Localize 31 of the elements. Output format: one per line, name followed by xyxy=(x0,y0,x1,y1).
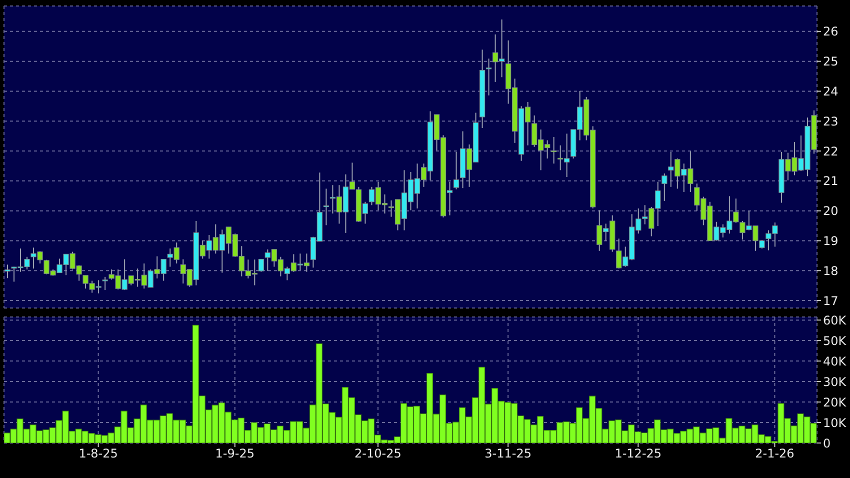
y-tick-label: 20 xyxy=(823,204,838,218)
y-tick-label: 50K xyxy=(823,334,848,348)
y-tick-label: 0 xyxy=(823,436,831,450)
y-tick-label: 40K xyxy=(823,354,848,368)
y-tick-label: 22 xyxy=(823,144,838,158)
x-tick-label: 1-8-25 xyxy=(78,446,118,461)
candlestick xyxy=(662,172,668,202)
x-tick-label: 1-12-25 xyxy=(614,446,662,461)
candlestick xyxy=(486,58,492,96)
candlestick xyxy=(4,264,10,279)
y-tick-label: 17 xyxy=(823,294,838,308)
y-tick-label: 21 xyxy=(823,174,838,188)
x-tick-label: 1-9-25 xyxy=(215,446,254,461)
y-tick-label: 19 xyxy=(823,234,838,248)
candlestick xyxy=(102,276,108,291)
y-tick-label: 30K xyxy=(823,374,848,389)
y-tick-label: 24 xyxy=(823,84,838,98)
x-tick-label: 3-11-25 xyxy=(484,446,532,461)
y-tick-label: 25 xyxy=(823,54,838,69)
candlestick xyxy=(258,258,264,272)
y-tick-label: 26 xyxy=(823,24,838,39)
y-tick-label: 60K xyxy=(823,313,848,328)
x-tick-label: 2-1-26 xyxy=(755,446,794,461)
candlestick xyxy=(453,151,460,190)
y-tick-label: 10K xyxy=(823,416,848,430)
x-tick-label: 2-10-25 xyxy=(354,446,402,461)
candlestick xyxy=(323,188,329,226)
y-tick-label: 18 xyxy=(823,264,838,278)
candlestick xyxy=(551,136,557,164)
y-tick-label: 23 xyxy=(823,114,838,128)
y-tick-label: 20K xyxy=(823,395,848,410)
